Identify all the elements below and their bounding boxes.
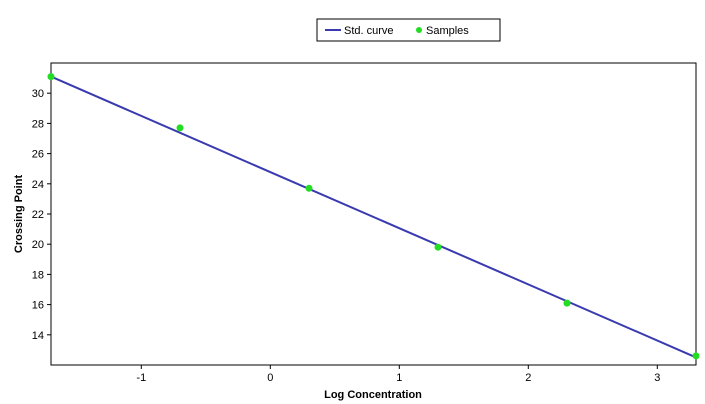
series-layer	[47, 73, 700, 360]
y-tick-label: 24	[32, 179, 44, 191]
sample-point	[434, 243, 442, 251]
y-axis: 14 16 18 20 22 24 26 28 30	[32, 88, 51, 342]
sample-point	[692, 352, 700, 360]
y-axis-title: Crossing Point	[13, 175, 25, 254]
x-axis: -1 0 1 2 3	[136, 365, 660, 384]
y-tick-label: 16	[32, 300, 44, 312]
x-tick-label: -1	[136, 372, 146, 384]
sample-point	[305, 184, 313, 192]
sample-point	[47, 73, 55, 81]
legend-box	[316, 18, 501, 42]
legend-samples-swatch	[416, 27, 422, 33]
y-tick-label: 28	[32, 118, 44, 130]
y-tick-label: 22	[32, 209, 44, 221]
x-tick-label: 2	[525, 372, 531, 384]
x-tick-label: 3	[654, 372, 660, 384]
y-tick-label: 14	[32, 330, 44, 342]
y-tick-label: 20	[32, 239, 44, 251]
legend-std-curve-label: Std. curve	[344, 25, 394, 37]
x-tick-label: 0	[267, 372, 273, 384]
x-axis-title: Log Concentration	[324, 389, 422, 401]
std-curve-line	[50, 75, 697, 359]
y-tick-label: 18	[32, 269, 44, 281]
y-tick-label: 26	[32, 149, 44, 161]
y-tick-label: 30	[32, 88, 44, 100]
x-tick-label: 1	[396, 372, 402, 384]
legend: Std. curve Samples	[316, 18, 501, 42]
plot-area	[50, 62, 697, 366]
legend-samples-label: Samples	[426, 25, 469, 37]
sample-point	[563, 299, 571, 307]
sample-point	[176, 124, 184, 132]
